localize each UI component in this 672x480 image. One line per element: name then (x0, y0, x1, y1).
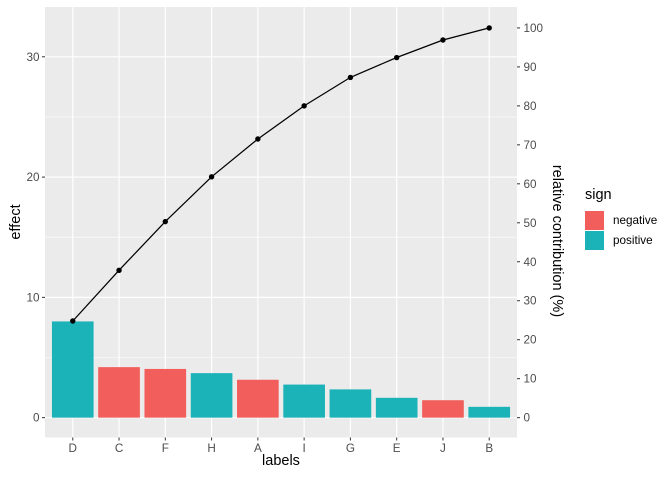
right-axis-tick-label: 60 (524, 178, 538, 191)
cumulative-point-C (116, 267, 122, 274)
cumulative-point-I (301, 103, 307, 109)
x-axis-tick-label: F (162, 442, 169, 455)
legend-title: sign (585, 187, 612, 203)
negative-color-swatch (585, 211, 604, 230)
left-axis-tick-label: 10 (26, 291, 40, 304)
bar-B (468, 406, 511, 418)
bar-F (144, 368, 187, 418)
right-axis-title: relative contribution (%) (549, 164, 565, 318)
cumulative-point-J (440, 37, 446, 43)
x-axis-tick-label: A (254, 442, 262, 455)
right-axis-tick-label: 50 (524, 217, 538, 230)
cumulative-point-H (208, 174, 215, 180)
bar-I (283, 384, 325, 418)
bar-C (98, 367, 140, 418)
right-axis-tick-label: 70 (524, 139, 538, 152)
x-axis-tick-label: H (207, 442, 215, 455)
cumulative-line (72, 27, 490, 322)
legend-label-negative: negative (613, 214, 658, 227)
cumulative-point-B (486, 25, 492, 31)
legend-entry-positive: positive (585, 231, 657, 250)
bar-G (329, 389, 372, 418)
right-axis-tick-label: 10 (524, 373, 538, 386)
left-axis-tick-label: 20 (26, 171, 40, 184)
left-axis-tick-label: 0 (33, 412, 40, 425)
bar-J (422, 400, 464, 418)
legend-entry-negative: negative (585, 211, 657, 230)
right-axis-tick-label: 20 (524, 334, 538, 347)
cumulative-point-G (347, 74, 354, 81)
x-axis-tick-label: G (346, 442, 355, 455)
x-axis-title: labels (262, 453, 300, 469)
right-axis-tick-label: 40 (524, 256, 538, 269)
positive-color-swatch (585, 231, 604, 250)
bar-A (237, 379, 279, 418)
cumulative-point-A (255, 136, 261, 142)
bar-D (51, 321, 94, 418)
right-axis-tick-label: 80 (524, 100, 538, 113)
legend: sign negative positive (585, 187, 657, 250)
cumulative-point-E (393, 54, 400, 61)
x-axis-tick-label: B (485, 442, 493, 455)
left-axis-title: effect (8, 204, 24, 240)
right-axis-tick-label: 100 (524, 22, 544, 35)
cumulative-point-D (70, 318, 76, 324)
right-axis-tick-label: 90 (524, 61, 538, 74)
plot-panel (45, 7, 517, 438)
right-axis-tick-label: 30 (524, 295, 538, 308)
x-axis-tick-label: I (303, 442, 306, 455)
bar-H (190, 373, 233, 418)
cumulative-point-F (162, 218, 169, 225)
x-axis-tick-label: E (393, 442, 401, 455)
x-axis-tick-label: C (115, 442, 123, 455)
right-axis-tick-label: 0 (524, 412, 531, 425)
x-axis-tick-label: J (440, 442, 446, 455)
legend-label-positive: positive (613, 234, 653, 247)
left-axis-tick-label: 30 (26, 51, 40, 64)
x-axis-tick-label: D (69, 442, 77, 455)
bar-E (375, 397, 418, 418)
